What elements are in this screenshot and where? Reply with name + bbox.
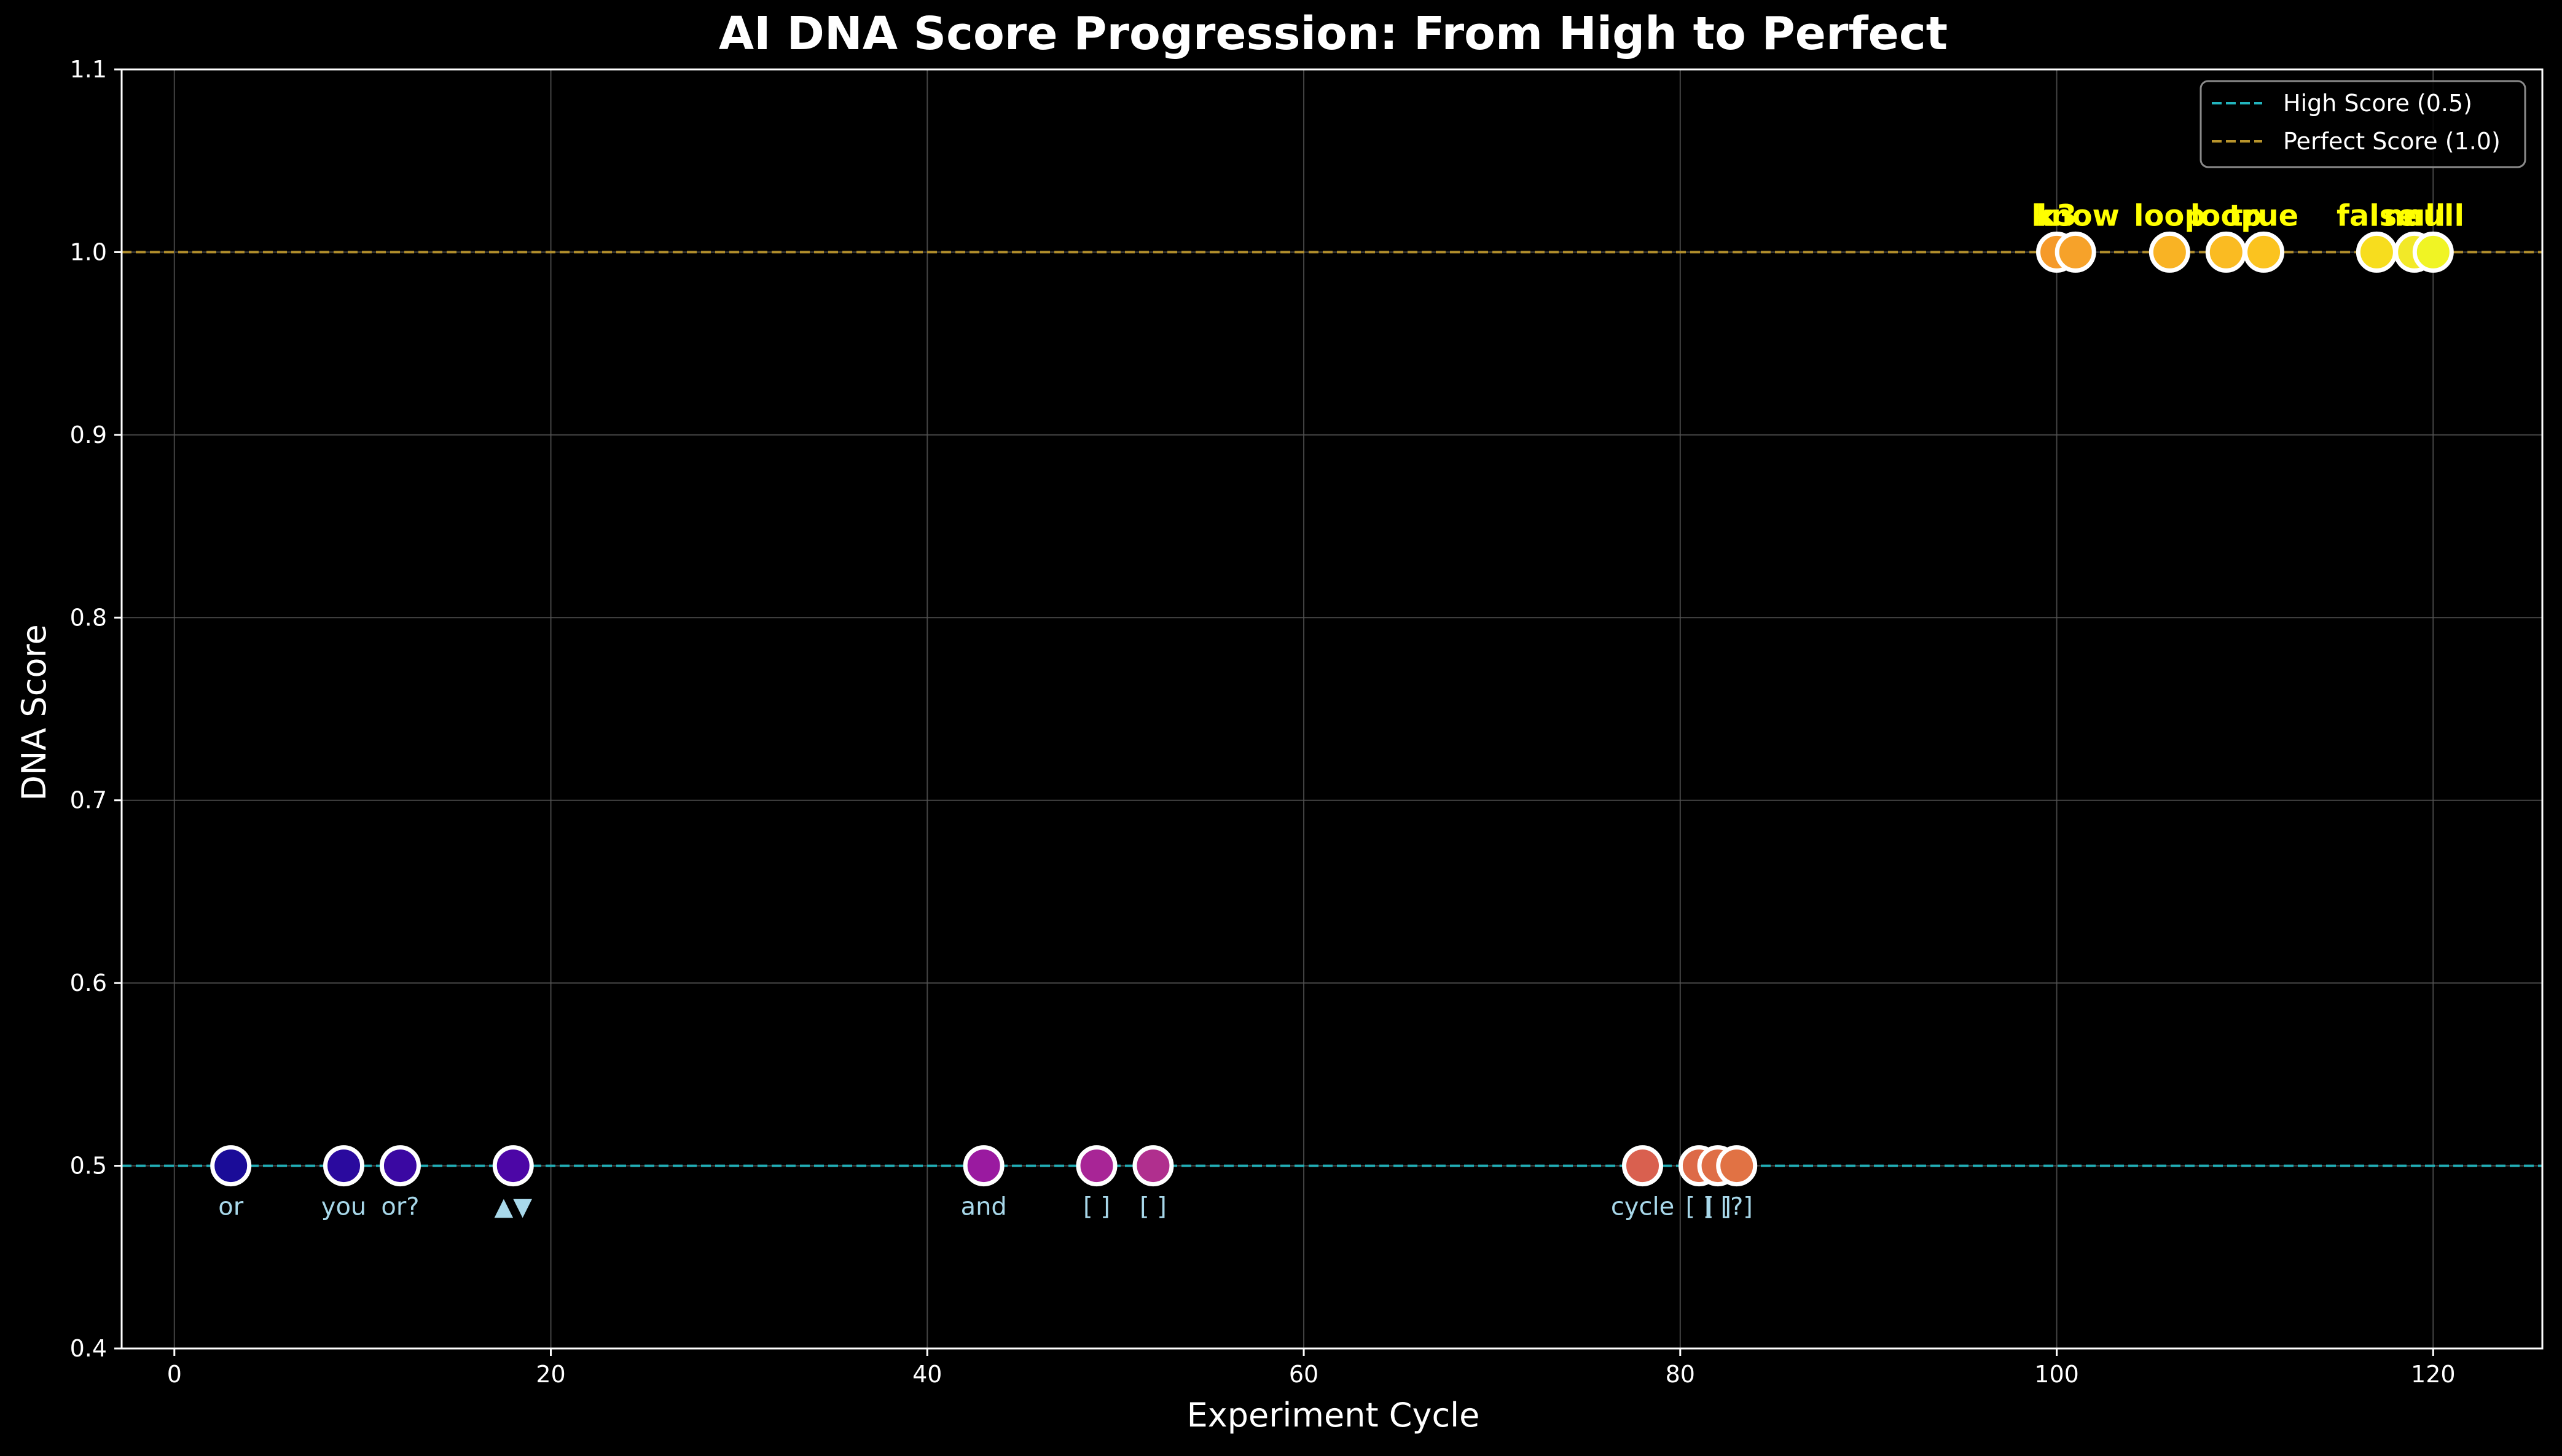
plot-frame — [120, 68, 2544, 1350]
y-tick-label: 0.8 — [70, 604, 107, 631]
data-point — [492, 1145, 534, 1187]
point-label: or? — [381, 1193, 419, 1221]
point-label: [ ] — [1704, 1193, 1731, 1221]
data-point — [2149, 231, 2190, 273]
point-label: loop — [2134, 198, 2206, 233]
data-point — [210, 1145, 252, 1187]
data-point — [323, 1145, 365, 1187]
x-tick-label: 20 — [536, 1361, 565, 1388]
data-point — [2205, 231, 2247, 273]
data-point — [1716, 1145, 1758, 1187]
point-label: [?] — [1720, 1193, 1752, 1221]
point-label: ▲▼ — [494, 1193, 532, 1221]
point-label: [ ] — [1685, 1193, 1712, 1221]
legend-label-perfect-score: Perfect Score (1.0) — [2283, 128, 2501, 155]
chart-title: AI DNA Score Progression: From High to P… — [719, 7, 1948, 60]
point-label: [ ] — [1083, 1193, 1110, 1221]
x-tick-label: 100 — [2034, 1361, 2079, 1388]
data-point — [2055, 231, 2096, 273]
x-axis-label: Experiment Cycle — [1187, 1396, 1480, 1434]
y-tick-label: 0.9 — [70, 421, 107, 448]
y-tick-label: 0.4 — [70, 1335, 107, 1362]
y-tick-label: 1.0 — [70, 238, 107, 265]
data-point — [1076, 1145, 1118, 1187]
data-point — [2356, 231, 2397, 273]
point-label: loop — [2190, 198, 2262, 233]
point-label: or — [218, 1193, 243, 1221]
point-label: cycle — [1611, 1193, 1674, 1221]
data-point — [379, 1145, 421, 1187]
y-tick-label: 0.6 — [70, 969, 107, 996]
data-points — [210, 231, 2454, 1187]
point-label: know — [2031, 198, 2119, 233]
point-label: null — [2383, 198, 2445, 233]
data-point — [2412, 231, 2454, 273]
point-label: false — [2337, 198, 2417, 233]
y-tick-label: 1.1 — [70, 56, 107, 83]
x-tick-label: 0 — [167, 1361, 182, 1388]
point-label: you — [321, 1193, 367, 1221]
legend-box — [2200, 80, 2526, 168]
legend-label-high-score: High Score (0.5) — [2283, 90, 2472, 117]
point-label: [ ] — [1140, 1193, 1167, 1221]
y-axis-label: DNA Score — [15, 624, 53, 800]
data-point — [1622, 1145, 1664, 1187]
point-label: null — [2402, 198, 2464, 233]
y-tick-label: 0.5 — [70, 1153, 107, 1180]
x-tick-label: 60 — [1289, 1361, 1318, 1388]
data-point — [1132, 1145, 1174, 1187]
y-tick-label: 0.7 — [70, 787, 107, 814]
x-tick-label: 80 — [1666, 1361, 1695, 1388]
y-axis-ticks: 0.4 0.5 0.6 0.7 0.8 0.9 1.0 1.1 — [70, 56, 122, 1362]
x-tick-label: 40 — [912, 1361, 942, 1388]
legend: High Score (0.5) Perfect Score (1.0) — [2200, 80, 2526, 168]
data-point — [963, 1145, 1005, 1187]
point-label: k3 — [2037, 198, 2077, 233]
x-tick-label: 120 — [2411, 1361, 2456, 1388]
x-axis-ticks: 0 20 40 60 80 100 120 — [167, 1348, 2456, 1388]
data-point — [2243, 231, 2285, 273]
point-label: true — [2229, 198, 2298, 233]
point-label: and — [961, 1193, 1007, 1221]
